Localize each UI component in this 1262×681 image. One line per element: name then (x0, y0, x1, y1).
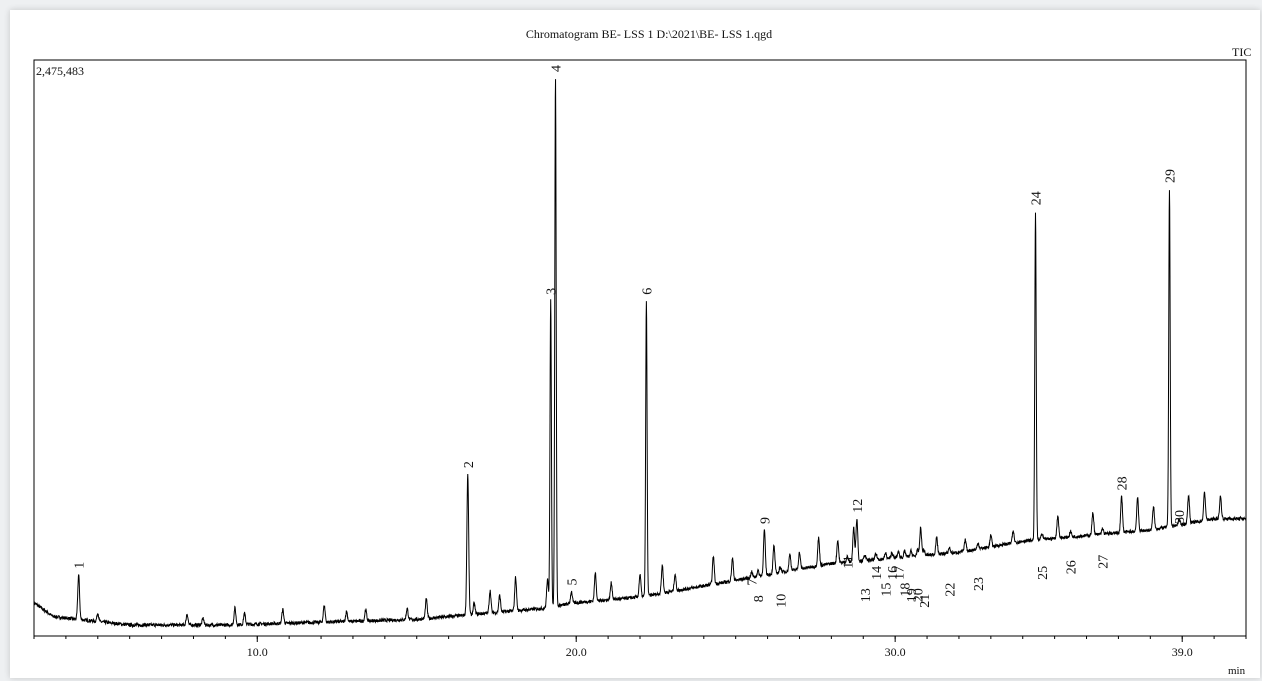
plot-frame (33, 59, 1247, 637)
x-axis: 10.0 20.0 30.0 39.0 (33, 636, 1247, 659)
peak-label-28: 28 (1116, 476, 1131, 490)
chart-title: Chromatogram BE- LSS 1 D:\2021\BE- LSS 1… (526, 27, 772, 41)
peak-label-1: 1 (73, 562, 88, 569)
x-tick-label: 39.0 (1172, 645, 1193, 659)
peak-label-29: 29 (1164, 169, 1179, 183)
peak-label-23: 23 (972, 577, 987, 591)
peak-label-27: 27 (1097, 555, 1112, 569)
tic-trace (33, 79, 1247, 629)
peak-label-20: 20 (912, 588, 927, 602)
peak-label-3: 3 (545, 288, 560, 295)
trace-label: TIC (1232, 45, 1251, 59)
peak-label-15: 15 (880, 583, 895, 597)
peak-label-2: 2 (462, 461, 477, 468)
peak-label-6: 6 (640, 288, 655, 295)
chromatogram-card: Chromatogram BE- LSS 1 D:\2021\BE- LSS 1… (10, 10, 1260, 678)
peak-label-17: 17 (892, 566, 907, 580)
x-tick-label: 30.0 (885, 645, 906, 659)
peak-label-24: 24 (1030, 191, 1045, 205)
peak-label-11: 11 (841, 555, 856, 568)
peak-label-16: 16 (886, 566, 901, 580)
x-tick-label: 10.0 (247, 645, 268, 659)
x-tick-label: 20.0 (566, 645, 587, 659)
peak-label-4: 4 (550, 65, 565, 72)
x-axis-unit: min (1228, 665, 1246, 677)
peak-label-5: 5 (565, 579, 580, 586)
peak-label-9: 9 (758, 517, 773, 524)
peak-label-14: 14 (870, 566, 885, 580)
peak-label-22: 22 (943, 583, 958, 597)
peak-label-19: 19 (905, 588, 920, 602)
peak-label-30: 30 (1173, 510, 1188, 524)
peak-label-21: 21 (918, 594, 933, 608)
peak-label-25: 25 (1036, 566, 1051, 580)
peak-label-12: 12 (851, 499, 866, 513)
chromatogram-chart: Chromatogram BE- LSS 1 D:\2021\BE- LSS 1… (33, 27, 1251, 677)
max-intensity-label: 2,475,483 (36, 64, 84, 78)
peak-label-8: 8 (752, 595, 767, 602)
peak-label-26: 26 (1065, 560, 1080, 574)
peak-label-13: 13 (859, 588, 874, 602)
peak-label-7: 7 (746, 579, 761, 586)
peak-label-18: 18 (899, 583, 914, 597)
peak-label-10: 10 (774, 594, 789, 608)
